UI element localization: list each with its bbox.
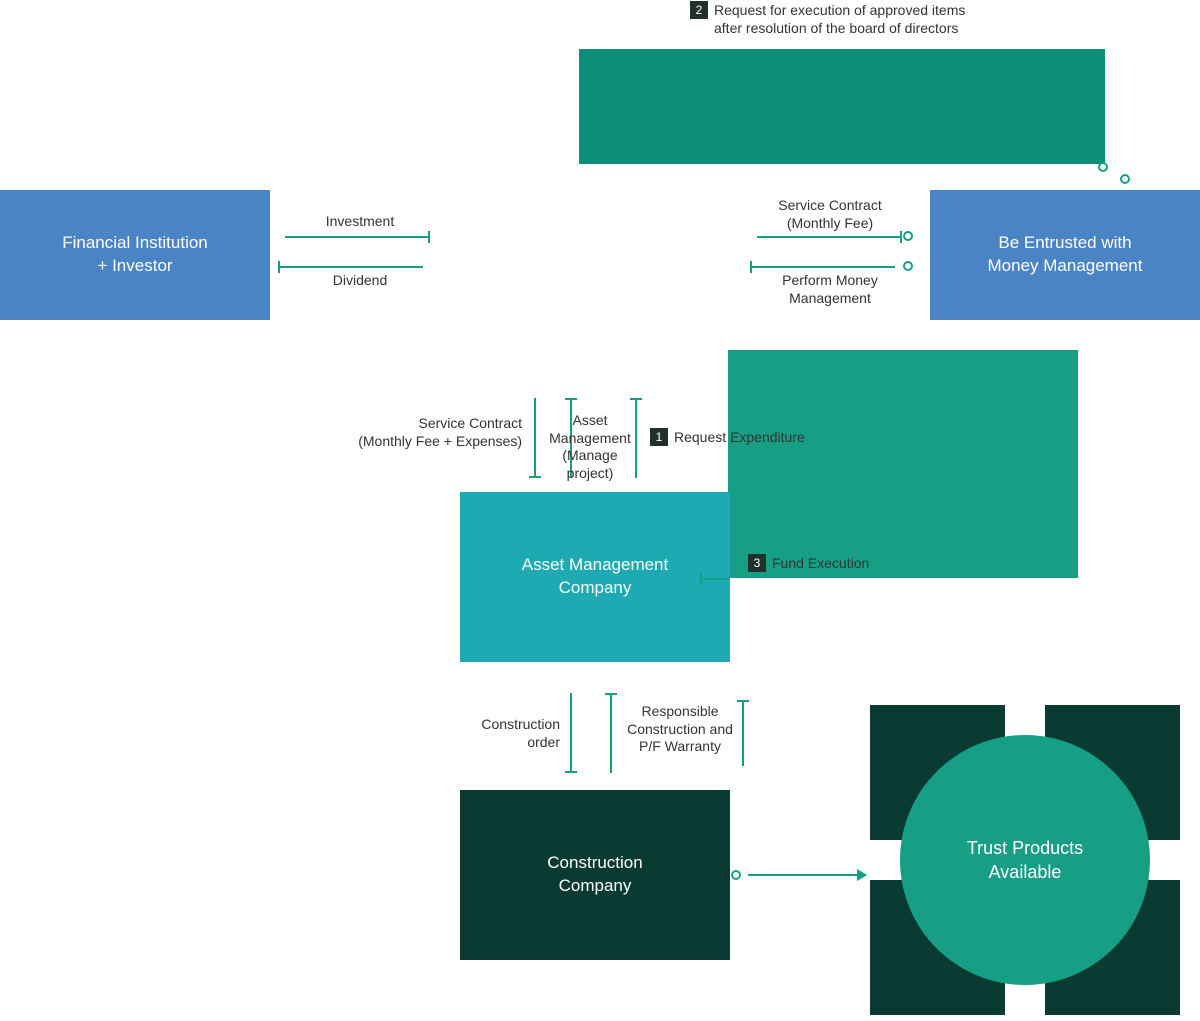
label-construction-order: Constructionorder xyxy=(460,716,560,751)
arrow-responsible-2 xyxy=(742,700,744,766)
label-perform-mm: Perform MoneyManagement xyxy=(760,272,900,307)
circle-top-2 xyxy=(1120,174,1130,184)
label-investment: Investment xyxy=(300,213,420,231)
circle-top-1 xyxy=(1098,162,1108,172)
arrow-construction-order xyxy=(570,693,572,773)
arrow-service-fee xyxy=(757,236,902,238)
badge-2: 2 xyxy=(690,1,708,19)
trust-label: Trust ProductsAvailable xyxy=(967,836,1083,885)
node-entrusted: Be Entrusted withMoney Management xyxy=(930,190,1200,320)
arrow-fund-execution xyxy=(700,578,730,580)
numbered-3-text: Fund Execution xyxy=(772,554,869,572)
circle-entrust-2 xyxy=(903,261,913,271)
arrow-to-trust xyxy=(748,874,866,876)
node-financial: Financial Institution+ Investor xyxy=(0,190,270,320)
circle-construction xyxy=(731,870,741,880)
numbered-2: 2 Request for execution of approved item… xyxy=(690,1,1110,37)
arrow-responsible-1 xyxy=(610,693,612,773)
node-rightgreen xyxy=(728,350,1078,578)
arrow-investment xyxy=(285,236,430,238)
node-amc: Asset ManagementCompany xyxy=(460,492,730,662)
label-asset-mgmt: AssetManagement(Manageproject) xyxy=(542,412,638,482)
node-construction: ConstructionCompany xyxy=(460,790,730,960)
label-service-contract-fee: Service Contract(Monthly Fee) xyxy=(760,197,900,232)
label-dividend: Dividend xyxy=(300,272,420,290)
label-responsible: ResponsibleConstruction andP/F Warranty xyxy=(620,703,740,756)
numbered-1: 1 Request Expenditure xyxy=(650,428,850,446)
node-topbar xyxy=(579,49,1105,164)
trust-products: Trust ProductsAvailable xyxy=(870,705,1180,1015)
badge-1: 1 xyxy=(650,428,668,446)
numbered-3: 3 Fund Execution xyxy=(748,554,948,572)
arrow-service-exp xyxy=(534,398,536,478)
arrow-dividend xyxy=(278,266,423,268)
badge-3: 3 xyxy=(748,554,766,572)
trust-circle: Trust ProductsAvailable xyxy=(900,735,1150,985)
circle-entrust-1 xyxy=(903,231,913,241)
arrow-perform-mm xyxy=(750,266,895,268)
numbered-1-text: Request Expenditure xyxy=(674,428,805,446)
numbered-2-text: Request for execution of approved itemsa… xyxy=(714,1,965,37)
label-service-contract-exp: Service Contract(Monthly Fee + Expenses) xyxy=(350,415,522,450)
